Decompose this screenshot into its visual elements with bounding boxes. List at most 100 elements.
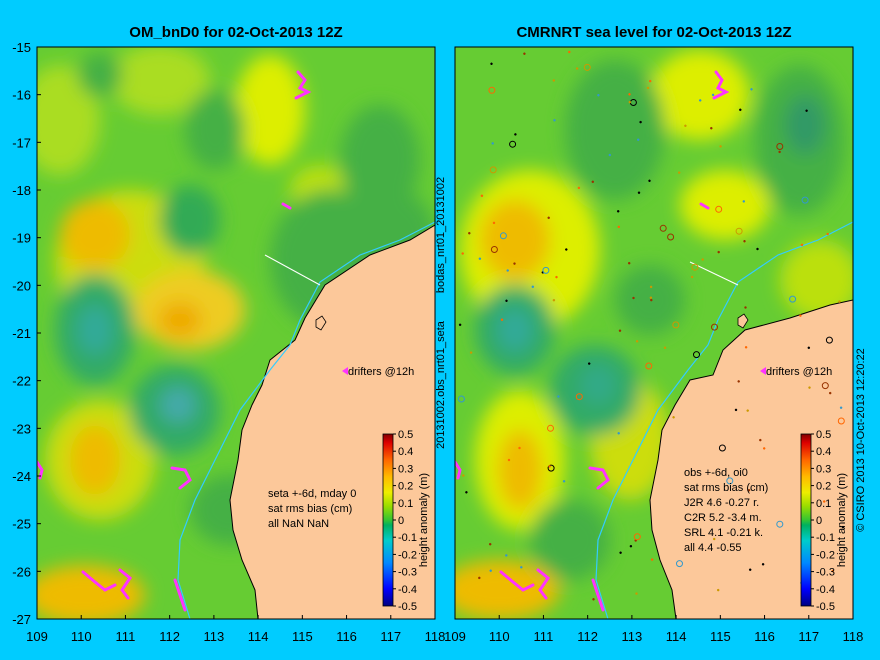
colorbar-tick-label: 0.4 xyxy=(816,446,831,458)
obs-marker xyxy=(676,560,683,568)
obs-marker xyxy=(568,50,571,54)
colorbar-tick-label: 0.3 xyxy=(816,463,831,475)
obs-marker xyxy=(805,109,808,112)
obs-marker xyxy=(667,233,675,241)
colorbar-tick-label: -0.1 xyxy=(816,532,835,544)
right-isobath xyxy=(595,221,853,619)
obs-marker xyxy=(800,243,804,247)
obs-marker xyxy=(717,250,720,254)
x-tick-label: 112 xyxy=(577,629,598,644)
obs-marker xyxy=(744,306,747,309)
obs-marker xyxy=(523,52,526,55)
obs-marker xyxy=(507,458,511,462)
obs-marker xyxy=(663,346,667,349)
obs-marker xyxy=(628,93,631,96)
obs-marker xyxy=(659,224,667,232)
obs-marker xyxy=(744,346,748,349)
obs-marker xyxy=(531,285,535,289)
left-chart-title: OM_bnD0 for 02-Oct-2013 12Z xyxy=(129,24,342,41)
obs-marker xyxy=(719,145,722,148)
obs-marker xyxy=(822,500,826,503)
obs-marker xyxy=(499,232,507,240)
obs-marker xyxy=(547,216,550,220)
copyright-label: © CSIRO 2013 10-Oct-2013 12:20:22 xyxy=(855,348,867,532)
obs-marker xyxy=(715,205,723,213)
x-tick-label: 114 xyxy=(666,629,687,644)
obs-marker xyxy=(575,67,579,70)
obs-marker xyxy=(826,232,829,236)
x-tick-label: 117 xyxy=(798,629,819,644)
y-tick-label: -19 xyxy=(12,231,31,246)
obs-marker xyxy=(690,275,694,279)
right-stats-line-4: C2R 5.2 -3.4 m. xyxy=(684,512,762,524)
right-colorbar: 0.5 0.4 0.3 0.2 0.1 0 -0.1 -0.2 -0.3 -0.4 -0.5 hei… xyxy=(800,429,848,613)
obs-marker xyxy=(748,568,752,571)
obs-marker xyxy=(756,247,759,251)
obs-marker xyxy=(716,588,720,592)
obs-marker xyxy=(506,269,509,272)
y-tick-label: -17 xyxy=(12,135,31,150)
obs-marker xyxy=(488,86,496,94)
colorbar-tick-label: 0.2 xyxy=(816,481,831,493)
obs-marker xyxy=(825,336,833,344)
obs-marker xyxy=(698,99,702,102)
obs-marker xyxy=(458,323,462,327)
y-tick-label: -18 xyxy=(12,183,31,198)
colorbar-tick-label: -0.3 xyxy=(398,567,417,579)
obs-marker xyxy=(490,246,498,253)
left-stats-line-2: sat rms bias (cm) xyxy=(268,503,352,515)
colorbar-tick-label: -0.5 xyxy=(816,601,835,613)
right-panel: CMRNRT sea level for 02-Oct-2013 12Z xyxy=(444,24,867,644)
left-colorbar-label: height anomaly (m) xyxy=(418,473,430,567)
obs-marker xyxy=(808,386,811,389)
obs-marker xyxy=(672,416,675,419)
obs-marker xyxy=(712,537,716,541)
x-tick-label: 114 xyxy=(248,629,269,644)
x-tick-label: 116 xyxy=(336,629,357,644)
colorbar-tick-label: -0.4 xyxy=(816,584,835,596)
obs-marker xyxy=(491,142,494,145)
obs-marker xyxy=(587,362,591,365)
obs-marker xyxy=(750,88,753,91)
obs-marker xyxy=(776,520,784,528)
obs-marker xyxy=(457,395,465,403)
obs-marker xyxy=(489,166,497,174)
left-stats: seta +-6d, mday 0 sat rms bias (cm) all … xyxy=(268,488,356,530)
obs-marker xyxy=(635,340,639,343)
obs-marker xyxy=(839,406,843,409)
x-tick-label: 116 xyxy=(754,629,775,644)
obs-marker xyxy=(509,140,517,148)
left-stats-line-3: all NaN NaN xyxy=(268,518,329,530)
x-tick-label: 109 xyxy=(444,629,466,644)
obs-marker xyxy=(635,592,638,595)
obs-marker xyxy=(552,79,556,82)
obs-marker xyxy=(505,554,508,557)
obs-marker xyxy=(617,225,621,229)
obs-marker xyxy=(619,551,622,554)
obs-marker xyxy=(776,143,784,150)
x-tick-label: 113 xyxy=(622,629,643,644)
y-tick-label: -25 xyxy=(12,517,31,532)
obs-marker xyxy=(739,108,742,112)
obs-marker xyxy=(837,417,845,425)
obs-marker xyxy=(650,298,653,302)
x-tick-label: 118 xyxy=(425,629,446,644)
y-tick-label: -16 xyxy=(12,88,31,103)
x-tick-label: 110 xyxy=(71,629,92,644)
right-obs-markers xyxy=(457,50,845,601)
obs-marker xyxy=(672,321,680,329)
obs-marker xyxy=(838,300,841,303)
obs-marker xyxy=(478,257,482,260)
obs-marker xyxy=(677,171,681,174)
obs-marker xyxy=(565,248,568,251)
obs-marker xyxy=(547,464,555,472)
obs-marker xyxy=(821,382,829,390)
obs-marker xyxy=(649,285,653,289)
obs-marker xyxy=(628,100,632,104)
left-y-axis: -15 -16 -17 -18 -19 -20 -21 -22 -23 -24 -25 -26 -27 xyxy=(12,40,41,627)
obs-marker xyxy=(762,447,766,450)
left-drifter-label: drifters @12h xyxy=(348,366,414,378)
right-drifter-tracks xyxy=(455,70,730,612)
right-stats-line-1: obs +-6d, oi0 xyxy=(684,467,748,479)
